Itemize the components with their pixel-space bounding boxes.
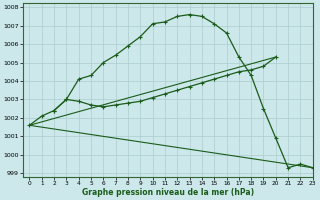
X-axis label: Graphe pression niveau de la mer (hPa): Graphe pression niveau de la mer (hPa) <box>82 188 254 197</box>
